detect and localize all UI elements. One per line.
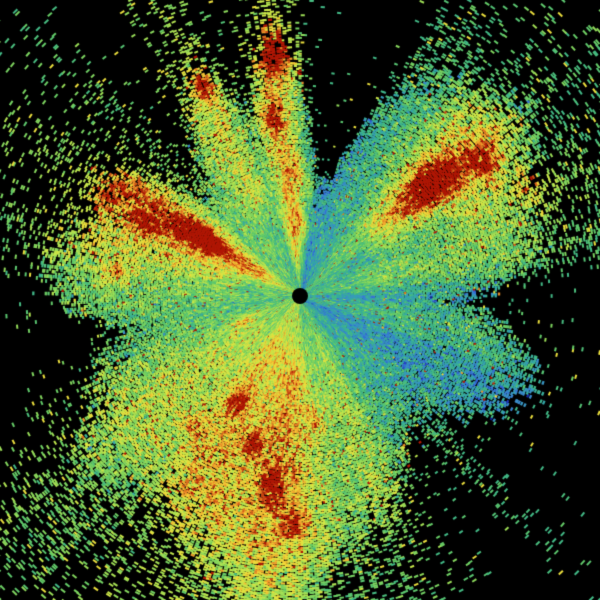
radial-heatmap-canvas — [0, 0, 600, 600]
screenshot-root: { "page": { "width": 600, "height": 600,… — [0, 0, 600, 600]
radial-heatmap-figure — [0, 0, 600, 600]
